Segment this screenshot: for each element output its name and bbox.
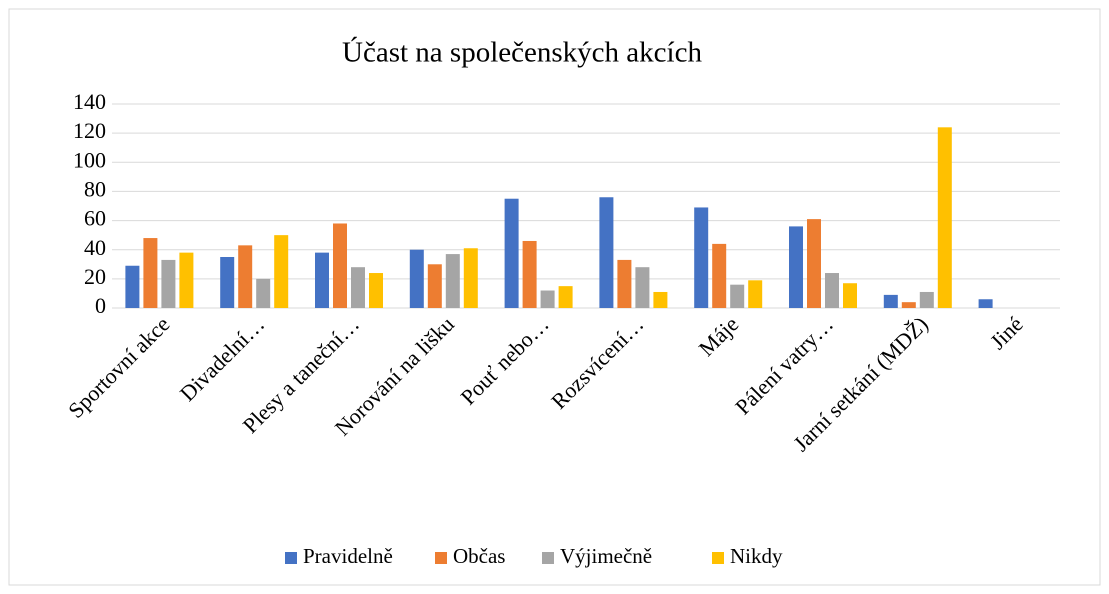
legend-swatch: [712, 552, 724, 564]
bar: [333, 223, 347, 308]
bar: [161, 259, 176, 308]
bar: [540, 290, 555, 308]
bar: [463, 248, 478, 308]
bar: [843, 283, 857, 308]
bar: [807, 219, 821, 308]
bar: [789, 226, 803, 308]
bar: [179, 252, 194, 308]
bar: [445, 254, 460, 308]
bar: [504, 198, 519, 308]
y-tick-label: 0: [95, 293, 106, 318]
legend-label: Výjimečně: [560, 544, 652, 568]
bar: [919, 291, 934, 308]
bar: [220, 257, 235, 308]
y-tick-label: 60: [84, 206, 106, 231]
legend-swatch: [542, 552, 554, 564]
y-tick-label: 40: [84, 235, 106, 260]
bar: [125, 265, 140, 308]
bar: [427, 264, 442, 308]
bar: [937, 127, 952, 308]
bar: [351, 267, 365, 308]
bar: [369, 273, 383, 308]
legend-swatch: [435, 552, 447, 564]
chart-title: Účast na společenských akcích: [342, 36, 702, 69]
bar: [143, 238, 158, 308]
legend-swatch: [285, 552, 297, 564]
legend-label: Občas: [453, 544, 505, 568]
y-tick-label: 120: [73, 118, 106, 143]
bar: [901, 302, 916, 308]
bar: [558, 286, 573, 308]
bar: [694, 207, 709, 308]
bar: [883, 294, 898, 308]
bar: [409, 249, 424, 308]
bar: [238, 245, 253, 308]
bar: [635, 267, 650, 308]
bar: [825, 273, 839, 308]
y-tick-label: 80: [84, 176, 106, 201]
bar: [712, 243, 727, 308]
bar: [653, 291, 668, 308]
bar: [730, 284, 745, 308]
legend-label: Pravidelně: [303, 544, 393, 568]
legend-label: Nikdy: [730, 544, 783, 568]
bar: [748, 280, 763, 308]
bar: [522, 240, 537, 308]
y-tick-label: 20: [84, 264, 106, 289]
bar: [617, 259, 632, 308]
y-tick-label: 100: [73, 147, 106, 172]
bar: [256, 278, 271, 308]
bar: [599, 197, 614, 308]
bar: [274, 235, 289, 308]
bar: [978, 299, 993, 308]
y-tick-label: 140: [73, 89, 106, 114]
bar: [315, 252, 329, 308]
